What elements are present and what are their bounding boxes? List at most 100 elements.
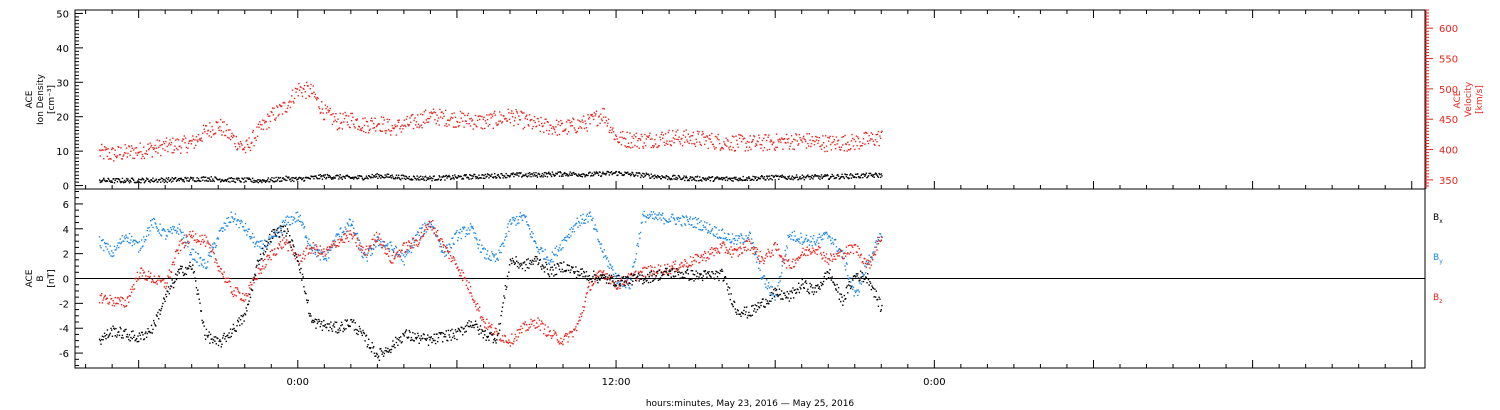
b-tick-label: 6 — [63, 200, 69, 211]
data-point — [150, 224, 153, 226]
data-point — [217, 127, 220, 129]
data-point — [711, 251, 714, 254]
data-point — [442, 251, 444, 253]
data-point — [859, 256, 861, 258]
data-point — [615, 276, 618, 278]
data-point — [400, 259, 403, 261]
data-point — [454, 233, 457, 235]
data-point — [269, 233, 271, 236]
data-point — [251, 131, 254, 133]
data-point — [123, 240, 125, 242]
data-point — [239, 141, 242, 143]
data-point — [669, 220, 672, 222]
data-point — [531, 173, 534, 175]
data-point — [119, 180, 121, 183]
data-point — [210, 255, 212, 258]
data-point — [598, 270, 600, 272]
data-point — [784, 255, 786, 257]
data-point — [307, 299, 309, 302]
data-point — [690, 265, 692, 267]
data-point — [227, 217, 230, 219]
data-point — [832, 253, 835, 255]
data-point — [348, 115, 350, 117]
data-point — [854, 290, 856, 292]
data-point — [716, 136, 718, 138]
data-point — [247, 146, 250, 148]
data-point — [433, 175, 435, 177]
data-point — [838, 255, 840, 257]
data-point — [202, 241, 205, 244]
data-point — [753, 248, 755, 250]
data-point — [731, 249, 734, 251]
data-point — [111, 181, 114, 184]
data-point — [570, 174, 572, 176]
data-point — [486, 250, 489, 252]
data-point — [274, 180, 277, 182]
data-point — [523, 214, 525, 216]
data-point — [224, 222, 227, 225]
data-point — [129, 242, 131, 244]
data-point — [363, 124, 366, 127]
data-point — [653, 145, 655, 147]
data-point — [797, 144, 799, 146]
data-point — [284, 219, 287, 221]
data-point — [464, 276, 466, 279]
data-point — [109, 157, 111, 160]
data-point — [480, 127, 482, 129]
data-point — [282, 220, 284, 222]
data-point — [761, 144, 763, 146]
data-point — [593, 118, 595, 121]
data-point — [387, 176, 389, 178]
data-point — [367, 344, 369, 346]
data-point — [449, 246, 452, 249]
data-point — [159, 279, 161, 281]
data-point — [383, 177, 385, 179]
data-point — [566, 174, 568, 176]
data-point — [540, 175, 542, 178]
data-point — [378, 233, 381, 235]
data-point — [395, 252, 398, 255]
data-point — [168, 142, 170, 144]
data-point — [291, 179, 294, 181]
data-point — [847, 141, 849, 143]
data-point — [787, 234, 789, 237]
data-point — [775, 174, 777, 177]
data-point — [449, 255, 452, 257]
data-point — [337, 174, 339, 177]
data-point — [644, 221, 647, 223]
data-point — [845, 269, 847, 271]
data-point — [563, 173, 565, 175]
data-point — [207, 177, 209, 179]
data-point — [654, 174, 656, 176]
data-point — [767, 136, 769, 138]
data-point — [825, 232, 827, 234]
data-point — [323, 258, 325, 261]
data-point — [554, 331, 556, 333]
data-point — [486, 118, 489, 121]
data-point — [140, 267, 143, 269]
data-point — [197, 180, 199, 182]
data-point — [529, 119, 531, 122]
data-point — [612, 275, 615, 278]
data-point — [117, 145, 119, 148]
data-point — [800, 177, 803, 180]
data-point — [723, 244, 726, 246]
data-point — [314, 251, 316, 254]
data-point — [135, 277, 137, 279]
data-point — [720, 178, 722, 180]
data-point — [489, 113, 492, 115]
data-point — [350, 234, 353, 236]
data-point — [120, 337, 123, 339]
data-point — [148, 234, 150, 236]
data-point — [798, 177, 801, 179]
data-point — [820, 176, 822, 178]
data-point — [108, 178, 110, 180]
data-point — [711, 176, 714, 178]
data-point — [794, 235, 796, 237]
data-point — [865, 260, 867, 263]
data-point — [189, 178, 191, 180]
data-point — [500, 172, 502, 175]
data-point — [772, 142, 774, 144]
data-point — [242, 315, 244, 318]
data-point — [316, 322, 319, 325]
